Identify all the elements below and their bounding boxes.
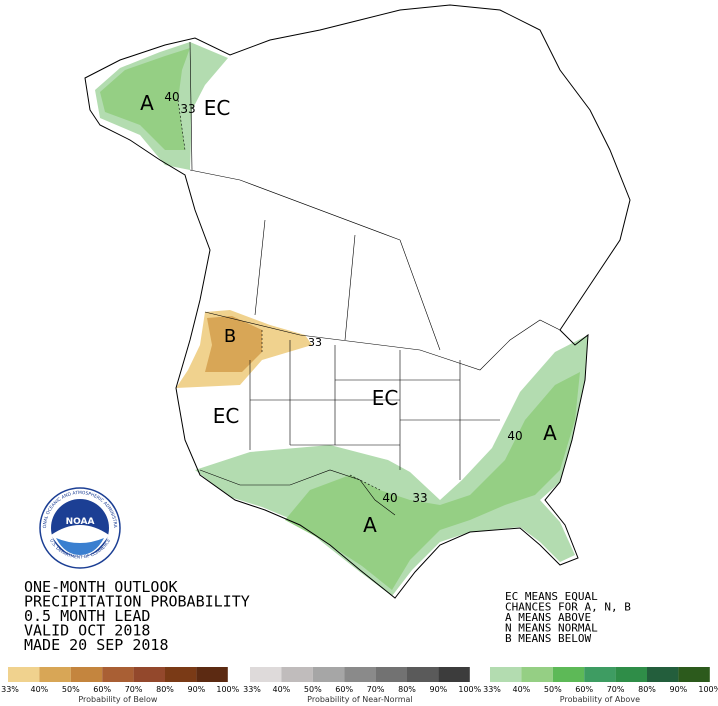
legend-label: 60% <box>93 685 111 694</box>
legend-label: 70% <box>125 685 143 694</box>
legend-title: Probability of Below <box>78 695 158 704</box>
legend-note: B MEANS BELOW <box>505 632 591 645</box>
legend-swatch <box>133 667 165 682</box>
region-label: 33 <box>180 102 195 116</box>
legend-swatch <box>552 667 585 682</box>
canada-provinces <box>189 169 441 351</box>
legend-swatch <box>281 667 313 682</box>
legend-label: 50% <box>304 685 322 694</box>
region-label: 33 <box>308 336 322 349</box>
legend-swatch <box>407 667 439 682</box>
region-label: A <box>140 91 154 115</box>
title-line: VALID OCT 2018 <box>24 622 150 640</box>
region-label: B <box>224 326 236 347</box>
legend-swatch <box>521 667 553 682</box>
legend-swatch <box>647 667 679 682</box>
legend-swatch <box>375 667 407 682</box>
legend-label: 80% <box>398 685 416 694</box>
us-mexico-border <box>199 469 396 516</box>
legend-swatch <box>196 667 228 682</box>
legend-label: 60% <box>575 685 593 694</box>
legend-label: 70% <box>607 685 625 694</box>
south-above-33 <box>195 335 588 596</box>
legend-label: 70% <box>367 685 385 694</box>
region-label: A <box>543 421 557 445</box>
alaska-above-40 <box>100 48 190 150</box>
legend-label: 40% <box>31 685 49 694</box>
category-boundaries <box>177 99 381 491</box>
region-label: EC <box>204 96 231 120</box>
us-canada-border <box>204 311 561 371</box>
legend-label: 90% <box>430 685 448 694</box>
legend-label: 50% <box>544 685 562 694</box>
legend-note: N MEANS NORMAL <box>505 622 598 635</box>
legend-swatch <box>165 667 197 682</box>
legend-label: 40% <box>513 685 531 694</box>
legend-label: 50% <box>62 685 80 694</box>
legend-note: EC MEANS EQUAL <box>505 590 598 603</box>
region-label: 40 <box>507 429 522 443</box>
legend-label: 33% <box>243 685 261 694</box>
legend-swatch <box>102 667 134 682</box>
title-line: PRECIPITATION PROBABILITY <box>24 593 250 611</box>
logo-ring-top-path: NATIONAL OCEANIC AND ATMOSPHERIC ADMINIS… <box>0 0 118 528</box>
legend-label: 90% <box>670 685 688 694</box>
legend-swatch <box>490 667 522 682</box>
legend-swatch <box>39 667 71 682</box>
legend-title: Probability of Near-Normal <box>307 695 413 704</box>
legend-note: A MEANS ABOVE <box>505 611 591 624</box>
legend-swatch <box>70 667 103 682</box>
legend-swatch <box>584 667 616 682</box>
legend-note: CHANCES FOR A, N, B <box>505 601 631 614</box>
legend-label: 40% <box>273 685 291 694</box>
title-line: ONE-MONTH OUTLOOK <box>24 578 178 596</box>
region-label: EC <box>213 404 240 428</box>
region-label: 40 <box>164 90 179 104</box>
legend-swatch <box>8 667 40 682</box>
legend-label: 60% <box>335 685 353 694</box>
legend-label: 90% <box>188 685 206 694</box>
logo-ring-top: NATIONAL OCEANIC AND ATMOSPHERIC ADMINIS… <box>0 0 118 528</box>
legend-title: Probability of Above <box>560 695 640 704</box>
coastline <box>84 4 631 599</box>
logo-wave <box>56 538 104 555</box>
legend-label: 100% <box>698 685 718 694</box>
legend-label: 80% <box>638 685 656 694</box>
legend-swatch <box>438 667 470 682</box>
legend-label: 33% <box>483 685 501 694</box>
region-label: 40 <box>382 491 397 505</box>
legend-swatch <box>312 667 345 682</box>
region-label: EC <box>372 386 399 410</box>
legend-swatch <box>615 667 647 682</box>
alaska-border <box>189 41 193 171</box>
region-label: 33 <box>412 491 427 505</box>
south-above-40 <box>285 372 580 590</box>
legend-label: 80% <box>156 685 174 694</box>
legend-label: 100% <box>458 685 481 694</box>
legend-label: 33% <box>1 685 19 694</box>
region-label: A <box>363 513 377 537</box>
legend-label: 100% <box>216 685 239 694</box>
legend-swatch <box>344 667 376 682</box>
legend-swatch <box>250 667 282 682</box>
state-lines <box>249 340 500 480</box>
legend-swatch <box>678 667 710 682</box>
title-line: 0.5 MONTH LEAD <box>24 607 150 625</box>
northwest-below-40 <box>205 316 262 372</box>
title-line: MADE 20 SEP 2018 <box>24 636 169 654</box>
logo-name: NOAA <box>66 517 95 527</box>
